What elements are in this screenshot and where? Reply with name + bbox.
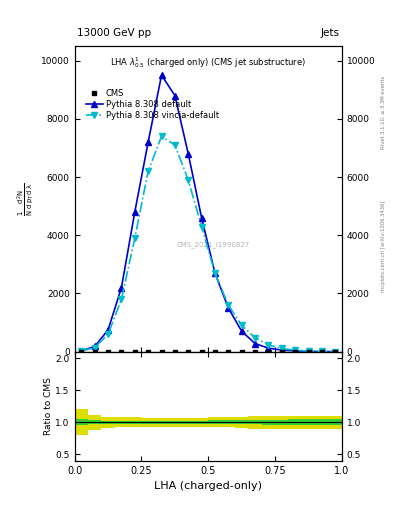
Pythia 8.308 vincia-default: [186, 177, 191, 183]
Pythia 8.308 vincia-default: [320, 348, 324, 354]
CMS: [132, 349, 137, 355]
Pythia 8.308 vincia-default: [132, 235, 137, 241]
Line: Pythia 8.308 default: Pythia 8.308 default: [79, 72, 338, 354]
CMS: [119, 349, 124, 355]
Y-axis label: $\frac{1}{\mathrm{N}}\,\frac{\mathrm{d}^2\mathrm{N}}{\mathrm{d}\,\mathrm{p}_T\,\: $\frac{1}{\mathrm{N}}\,\frac{\mathrm{d}^…: [15, 182, 35, 216]
Pythia 8.308 default: [293, 348, 298, 354]
Pythia 8.308 default: [79, 348, 84, 354]
CMS: [226, 349, 231, 355]
Pythia 8.308 default: [226, 305, 231, 311]
Pythia 8.308 default: [213, 270, 217, 276]
Pythia 8.308 vincia-default: [92, 345, 97, 351]
Pythia 8.308 default: [173, 93, 177, 99]
Text: LHA $\lambda^{1}_{0.5}$ (charged only) (CMS jet substructure): LHA $\lambda^{1}_{0.5}$ (charged only) (…: [110, 55, 306, 70]
Pythia 8.308 default: [239, 328, 244, 334]
CMS: [253, 349, 257, 355]
Pythia 8.308 vincia-default: [293, 347, 298, 353]
Pythia 8.308 default: [132, 209, 137, 215]
Pythia 8.308 vincia-default: [306, 348, 311, 354]
Pythia 8.308 vincia-default: [213, 270, 217, 276]
Pythia 8.308 vincia-default: [199, 223, 204, 229]
CMS: [213, 349, 217, 355]
Pythia 8.308 default: [253, 340, 257, 347]
Text: mcplots.cern.ch [arXiv:1306.3436]: mcplots.cern.ch [arXiv:1306.3436]: [381, 200, 386, 291]
CMS: [320, 349, 324, 355]
CMS: [279, 349, 284, 355]
CMS: [146, 349, 151, 355]
Y-axis label: Ratio to CMS: Ratio to CMS: [44, 377, 53, 435]
Pythia 8.308 default: [306, 348, 311, 354]
Pythia 8.308 vincia-default: [333, 349, 338, 355]
Pythia 8.308 vincia-default: [279, 346, 284, 352]
CMS: [239, 349, 244, 355]
Text: Jets: Jets: [321, 28, 340, 38]
Pythia 8.308 vincia-default: [253, 335, 257, 341]
CMS: [333, 349, 338, 355]
Pythia 8.308 vincia-default: [119, 296, 124, 303]
Pythia 8.308 vincia-default: [239, 323, 244, 329]
Pythia 8.308 vincia-default: [79, 348, 84, 354]
CMS: [306, 349, 311, 355]
Pythia 8.308 default: [146, 139, 151, 145]
Pythia 8.308 default: [320, 349, 324, 355]
Pythia 8.308 vincia-default: [106, 331, 110, 337]
Pythia 8.308 default: [266, 345, 271, 351]
X-axis label: LHA (charged-only): LHA (charged-only): [154, 481, 262, 491]
Legend: CMS, Pythia 8.308 default, Pythia 8.308 vincia-default: CMS, Pythia 8.308 default, Pythia 8.308 …: [84, 87, 220, 121]
Text: 13000 GeV pp: 13000 GeV pp: [77, 28, 151, 38]
Line: Pythia 8.308 vincia-default: Pythia 8.308 vincia-default: [79, 134, 338, 354]
Pythia 8.308 vincia-default: [159, 133, 164, 139]
Pythia 8.308 default: [279, 347, 284, 353]
Pythia 8.308 default: [119, 285, 124, 291]
CMS: [92, 349, 97, 355]
Pythia 8.308 default: [106, 327, 110, 333]
Pythia 8.308 vincia-default: [173, 142, 177, 148]
Pythia 8.308 default: [186, 151, 191, 157]
CMS: [159, 349, 164, 355]
Pythia 8.308 default: [92, 344, 97, 350]
Pythia 8.308 vincia-default: [226, 302, 231, 308]
Text: CMS_2021_I1990827: CMS_2021_I1990827: [177, 241, 250, 248]
Pythia 8.308 vincia-default: [146, 168, 151, 174]
Pythia 8.308 default: [333, 349, 338, 355]
CMS: [293, 349, 298, 355]
CMS: [106, 349, 110, 355]
Line: CMS: CMS: [79, 349, 338, 354]
Pythia 8.308 default: [159, 72, 164, 78]
Text: Rivet 3.1.10, ≥ 3.3M events: Rivet 3.1.10, ≥ 3.3M events: [381, 76, 386, 150]
CMS: [199, 349, 204, 355]
CMS: [79, 349, 84, 355]
CMS: [173, 349, 177, 355]
Pythia 8.308 vincia-default: [266, 342, 271, 348]
CMS: [266, 349, 271, 355]
CMS: [186, 349, 191, 355]
Pythia 8.308 default: [199, 215, 204, 221]
